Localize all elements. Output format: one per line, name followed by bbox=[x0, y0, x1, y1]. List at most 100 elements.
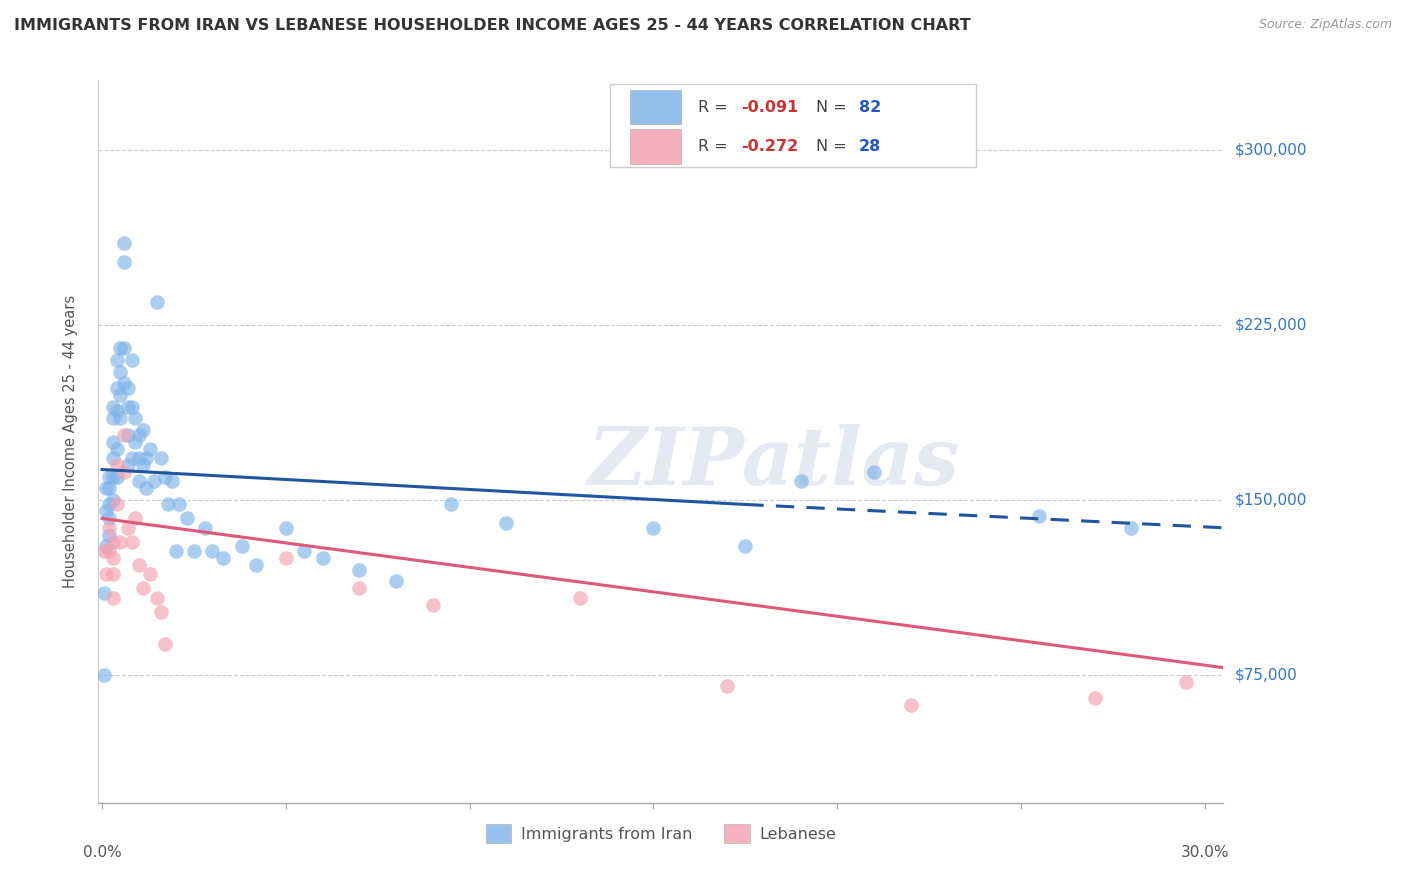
Point bbox=[789, 474, 811, 488]
Point bbox=[153, 469, 176, 483]
Point bbox=[194, 521, 217, 535]
Point bbox=[568, 591, 591, 605]
Point bbox=[422, 598, 444, 612]
Point bbox=[98, 469, 121, 483]
Point bbox=[98, 544, 121, 558]
Point bbox=[101, 534, 124, 549]
Point bbox=[139, 567, 162, 582]
Point bbox=[183, 544, 205, 558]
Point bbox=[274, 521, 297, 535]
FancyBboxPatch shape bbox=[630, 90, 681, 125]
Point bbox=[121, 534, 143, 549]
Point bbox=[231, 540, 253, 554]
Point bbox=[94, 540, 117, 554]
Point bbox=[110, 534, 132, 549]
Point bbox=[495, 516, 517, 530]
Point bbox=[146, 591, 169, 605]
Point bbox=[101, 492, 124, 507]
Text: 82: 82 bbox=[859, 100, 882, 115]
Point bbox=[98, 498, 121, 512]
Point bbox=[117, 400, 139, 414]
Text: $75,000: $75,000 bbox=[1234, 667, 1298, 682]
Point bbox=[131, 458, 153, 472]
Point bbox=[112, 236, 135, 251]
Text: 28: 28 bbox=[859, 139, 882, 153]
Point bbox=[101, 434, 124, 449]
Point bbox=[292, 544, 315, 558]
Point bbox=[128, 474, 150, 488]
Point bbox=[900, 698, 922, 712]
Text: N =: N = bbox=[815, 139, 852, 153]
Point bbox=[112, 427, 135, 442]
Point bbox=[110, 411, 132, 425]
Point bbox=[105, 469, 128, 483]
Point bbox=[131, 423, 153, 437]
Point bbox=[201, 544, 224, 558]
Point bbox=[101, 411, 124, 425]
Point bbox=[121, 450, 143, 465]
Point bbox=[112, 255, 135, 269]
Point bbox=[385, 574, 408, 589]
Point bbox=[98, 521, 121, 535]
Point bbox=[643, 521, 665, 535]
Point bbox=[117, 458, 139, 472]
Point bbox=[105, 404, 128, 418]
Point bbox=[117, 381, 139, 395]
Y-axis label: Householder Income Ages 25 - 44 years: Householder Income Ages 25 - 44 years bbox=[63, 295, 77, 588]
Point bbox=[105, 498, 128, 512]
Point bbox=[101, 400, 124, 414]
Point bbox=[1121, 521, 1143, 535]
Point bbox=[128, 558, 150, 572]
Point bbox=[110, 365, 132, 379]
Text: N =: N = bbox=[815, 100, 852, 115]
Point bbox=[117, 521, 139, 535]
Point bbox=[98, 511, 121, 525]
Point bbox=[94, 504, 117, 518]
Point bbox=[124, 411, 146, 425]
Point bbox=[110, 341, 132, 355]
Point bbox=[139, 442, 162, 456]
Point bbox=[101, 567, 124, 582]
Text: $150,000: $150,000 bbox=[1234, 492, 1306, 508]
Point bbox=[734, 540, 756, 554]
Text: 30.0%: 30.0% bbox=[1181, 845, 1229, 860]
Point bbox=[149, 450, 172, 465]
Point bbox=[93, 544, 115, 558]
Text: -0.272: -0.272 bbox=[741, 139, 799, 153]
Point bbox=[1175, 674, 1198, 689]
Point bbox=[124, 511, 146, 525]
Text: $300,000: $300,000 bbox=[1234, 143, 1306, 158]
Point bbox=[128, 450, 150, 465]
Point bbox=[169, 498, 191, 512]
Text: $225,000: $225,000 bbox=[1234, 318, 1306, 333]
Point bbox=[153, 637, 176, 651]
Point bbox=[149, 605, 172, 619]
Point bbox=[101, 551, 124, 566]
Point bbox=[94, 567, 117, 582]
Point bbox=[105, 353, 128, 368]
FancyBboxPatch shape bbox=[630, 128, 681, 163]
Point bbox=[93, 586, 115, 600]
Point bbox=[311, 551, 333, 566]
Point bbox=[440, 498, 463, 512]
Point bbox=[165, 544, 187, 558]
Point bbox=[1083, 690, 1105, 705]
Point bbox=[160, 474, 183, 488]
Point bbox=[146, 294, 169, 309]
Point bbox=[124, 434, 146, 449]
Point bbox=[98, 528, 121, 542]
Point bbox=[121, 400, 143, 414]
Point bbox=[105, 442, 128, 456]
Point bbox=[117, 427, 139, 442]
Point bbox=[716, 679, 738, 693]
Point bbox=[863, 465, 886, 479]
Point bbox=[1028, 509, 1050, 524]
Point bbox=[112, 376, 135, 391]
Point bbox=[112, 465, 135, 479]
Text: 0.0%: 0.0% bbox=[83, 845, 121, 860]
Point bbox=[135, 481, 157, 495]
Point bbox=[110, 388, 132, 402]
Point bbox=[128, 427, 150, 442]
Text: R =: R = bbox=[697, 139, 733, 153]
Point bbox=[245, 558, 267, 572]
